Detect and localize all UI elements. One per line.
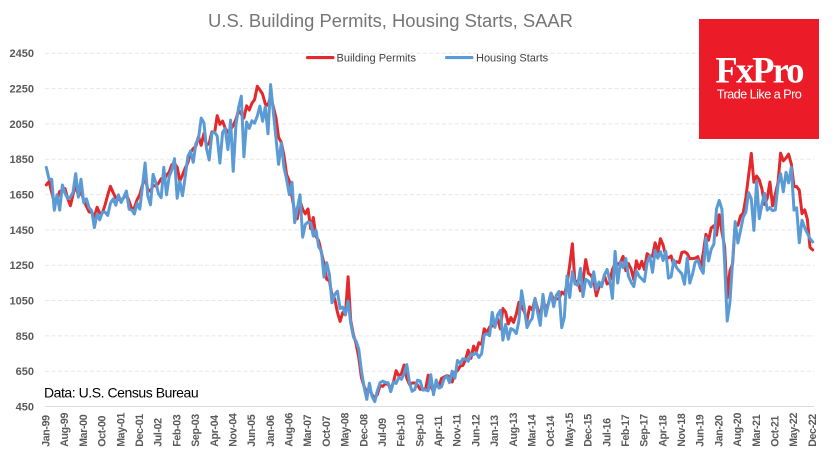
svg-text:Mar-00: Mar-00	[78, 414, 90, 447]
svg-text:2450: 2450	[10, 48, 34, 60]
svg-text:Dec-01: Dec-01	[134, 414, 146, 447]
svg-text:May-15: May-15	[564, 413, 576, 447]
svg-text:Jul-16: Jul-16	[601, 418, 613, 447]
svg-text:2250: 2250	[10, 84, 34, 96]
svg-text:U.S. Building Permits, Housing: U.S. Building Permits, Housing Starts, S…	[208, 10, 573, 31]
svg-text:Trade Like a Pro: Trade Like a Pro	[717, 87, 802, 102]
svg-text:Jun-19: Jun-19	[695, 414, 707, 447]
svg-text:Apr-18: Apr-18	[657, 415, 669, 447]
svg-text:May-01: May-01	[115, 413, 127, 447]
svg-text:Oct-21: Oct-21	[770, 415, 782, 446]
svg-text:Apr-04: Apr-04	[209, 415, 221, 447]
svg-text:Dec-15: Dec-15	[583, 414, 595, 447]
svg-text:Oct-07: Oct-07	[321, 415, 333, 446]
svg-text:1250: 1250	[10, 260, 34, 272]
svg-text:Jan-20: Jan-20	[713, 415, 725, 447]
svg-text:Mar-14: Mar-14	[527, 414, 539, 447]
svg-text:Aug-13: Aug-13	[508, 413, 520, 447]
svg-text:Feb-17: Feb-17	[620, 414, 632, 447]
svg-text:Jul-02: Jul-02	[153, 418, 165, 447]
svg-text:Aug-06: Aug-06	[284, 413, 296, 447]
svg-text:Mar-07: Mar-07	[302, 414, 314, 447]
svg-text:Nov-18: Nov-18	[676, 413, 688, 447]
svg-text:Jul-09: Jul-09	[377, 418, 389, 447]
svg-text:1850: 1850	[10, 154, 34, 166]
svg-text:Jun-12: Jun-12	[470, 414, 482, 447]
svg-text:Jan-13: Jan-13	[489, 415, 501, 447]
svg-text:Aug-20: Aug-20	[732, 413, 744, 447]
svg-text:Aug-99: Aug-99	[59, 413, 71, 447]
svg-text:Dec-22: Dec-22	[807, 414, 819, 447]
svg-text:Dec-08: Dec-08	[358, 414, 370, 447]
svg-text:May-22: May-22	[788, 413, 800, 447]
svg-text:Jan-99: Jan-99	[41, 415, 53, 447]
svg-text:Apr-11: Apr-11	[433, 415, 445, 446]
svg-text:Sep-10: Sep-10	[414, 414, 426, 447]
svg-text:Building Permits: Building Permits	[337, 52, 417, 64]
svg-text:Oct-14: Oct-14	[545, 415, 557, 446]
svg-text:FxPro: FxPro	[715, 50, 803, 91]
svg-text:Jun-05: Jun-05	[246, 414, 258, 447]
svg-text:Feb-03: Feb-03	[171, 414, 183, 447]
svg-text:Nov-04: Nov-04	[227, 413, 239, 447]
svg-text:Feb-10: Feb-10	[396, 414, 408, 447]
svg-text:Jan-06: Jan-06	[265, 415, 277, 447]
svg-text:Sep-03: Sep-03	[190, 414, 202, 447]
svg-text:Mar-21: Mar-21	[751, 414, 763, 447]
svg-text:Oct-00: Oct-00	[97, 415, 109, 446]
svg-text:Data: U.S. Census Bureau: Data: U.S. Census Bureau	[44, 384, 198, 400]
svg-text:1450: 1450	[10, 225, 34, 237]
svg-text:850: 850	[16, 331, 34, 343]
svg-text:650: 650	[16, 366, 34, 378]
svg-text:Housing Starts: Housing Starts	[476, 52, 549, 64]
svg-text:1050: 1050	[10, 295, 34, 307]
svg-text:450: 450	[16, 401, 34, 413]
svg-text:May-08: May-08	[340, 413, 352, 447]
svg-text:Sep-17: Sep-17	[639, 414, 651, 447]
svg-text:1650: 1650	[10, 190, 34, 202]
svg-text:2050: 2050	[10, 119, 34, 131]
svg-text:Nov-11: Nov-11	[452, 414, 464, 447]
